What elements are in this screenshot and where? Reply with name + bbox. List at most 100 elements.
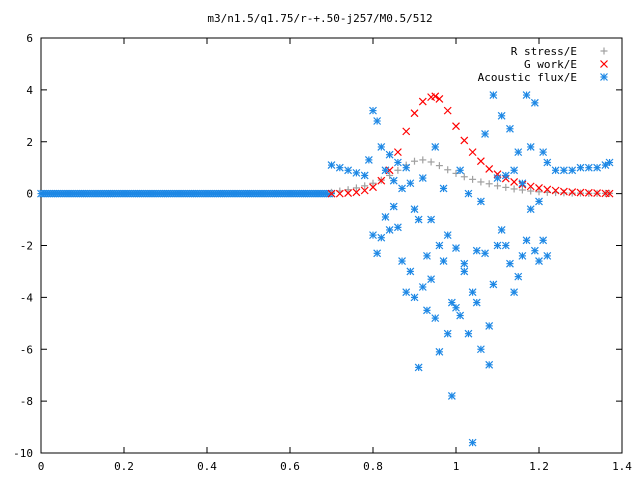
acoustic-flux-point <box>481 249 489 258</box>
r-stress-point <box>444 166 452 174</box>
acoustic-flux-point <box>568 166 577 175</box>
y-tick-label: -6 <box>20 343 33 356</box>
g-work-point <box>452 122 460 131</box>
r-stress-point <box>477 178 485 186</box>
acoustic-flux-point <box>364 155 373 164</box>
acoustic-flux-point <box>526 143 535 151</box>
r-stress-point <box>352 184 360 192</box>
g-work-point <box>431 92 440 101</box>
acoustic-flux-point <box>389 202 398 211</box>
acoustic-flux-point <box>493 174 502 182</box>
acoustic-flux-point <box>485 360 494 369</box>
r-stress-point <box>411 157 418 165</box>
acoustic-flux-point <box>402 288 411 297</box>
acoustic-flux-point <box>377 143 386 151</box>
g-work-point <box>568 188 577 196</box>
legend-r-stress-marker <box>600 47 608 55</box>
acoustic-flux-point <box>576 163 585 172</box>
acoustic-flux-point <box>593 163 602 172</box>
r-stress-point <box>419 156 427 164</box>
g-work-point <box>369 183 377 192</box>
plot-area <box>37 91 614 447</box>
acoustic-flux-point <box>452 244 460 253</box>
acoustic-flux-point <box>476 197 485 206</box>
acoustic-flux-point <box>468 288 477 297</box>
acoustic-flux-point <box>472 246 481 255</box>
acoustic-flux-point <box>559 166 568 175</box>
x-tick-label: 0 <box>38 460 45 473</box>
g-work-point <box>377 176 386 185</box>
acoustic-flux-point <box>385 150 394 159</box>
acoustic-flux-point <box>373 249 382 258</box>
x-tick-label: 1 <box>453 460 460 473</box>
r-stress-point <box>494 182 501 190</box>
g-work-point <box>476 157 485 166</box>
r-stress-point <box>435 162 443 170</box>
acoustic-flux-point <box>584 163 593 172</box>
g-work-point <box>551 186 560 195</box>
acoustic-flux-point <box>414 363 423 372</box>
acoustic-flux-point <box>539 236 548 245</box>
g-work-point <box>393 148 402 157</box>
r-stress-point <box>427 158 435 166</box>
acoustic-flux-point <box>427 215 436 224</box>
acoustic-flux-point <box>385 226 394 234</box>
acoustic-flux-point <box>435 347 444 356</box>
acoustic-flux-point <box>443 329 452 338</box>
acoustic-flux-point <box>393 158 402 167</box>
g-work-point <box>584 188 593 197</box>
g-work-point <box>327 189 336 198</box>
acoustic-flux-point <box>497 226 506 234</box>
acoustic-flux-point <box>360 171 369 180</box>
acoustic-flux-point <box>493 241 502 250</box>
acoustic-flux-point <box>406 267 415 276</box>
acoustic-flux-point <box>518 179 527 188</box>
acoustic-flux-point <box>393 223 402 232</box>
g-work-point <box>352 188 361 197</box>
acoustic-flux-point <box>447 392 456 400</box>
acoustic-flux-point <box>506 259 514 268</box>
acoustic-flux-point <box>389 176 398 185</box>
g-work-point <box>443 106 452 115</box>
acoustic-flux-point <box>427 275 436 284</box>
acoustic-flux-point <box>526 205 535 214</box>
acoustic-flux-point <box>381 166 390 175</box>
acoustic-flux-point <box>377 233 386 242</box>
y-tick-label: -4 <box>20 291 34 304</box>
acoustic-flux-point <box>423 306 431 315</box>
acoustic-flux-point <box>485 321 494 330</box>
acoustic-flux-point <box>410 205 419 214</box>
y-tick-label: 4 <box>26 84 33 97</box>
acoustic-flux-point <box>456 311 465 320</box>
x-tick-label: 1.2 <box>529 460 549 473</box>
x-tick-label: 0.2 <box>114 460 134 473</box>
acoustic-flux-point <box>460 259 469 268</box>
legend-g-work-marker <box>600 60 608 68</box>
acoustic-flux-point <box>369 106 377 115</box>
acoustic-flux-point <box>522 91 531 99</box>
acoustic-flux-point <box>369 231 377 240</box>
acoustic-flux-point <box>518 251 527 260</box>
g-work-point <box>418 97 427 106</box>
acoustic-flux-point <box>398 184 406 193</box>
r-stress-point <box>535 188 543 196</box>
acoustic-flux-point <box>510 288 519 297</box>
g-work-point <box>510 178 519 186</box>
legend-acoustic-flux-label: Acoustic flux/E <box>478 71 577 84</box>
r-stress-point <box>361 182 369 190</box>
g-work-point <box>543 185 552 194</box>
acoustic-flux-point <box>476 345 485 354</box>
acoustic-flux-point <box>510 166 519 175</box>
g-work-point <box>335 189 344 198</box>
legend-r-stress-label: R stress/E <box>511 45 577 58</box>
acoustic-flux-point <box>452 303 460 312</box>
x-tick-label: 0.6 <box>280 460 300 473</box>
g-work-point <box>344 189 353 198</box>
y-tick-label: -10 <box>13 447 33 460</box>
acoustic-flux-point <box>501 171 510 180</box>
g-work-point <box>410 109 419 118</box>
acoustic-flux-point <box>418 174 427 182</box>
y-tick-label: 2 <box>26 136 33 149</box>
